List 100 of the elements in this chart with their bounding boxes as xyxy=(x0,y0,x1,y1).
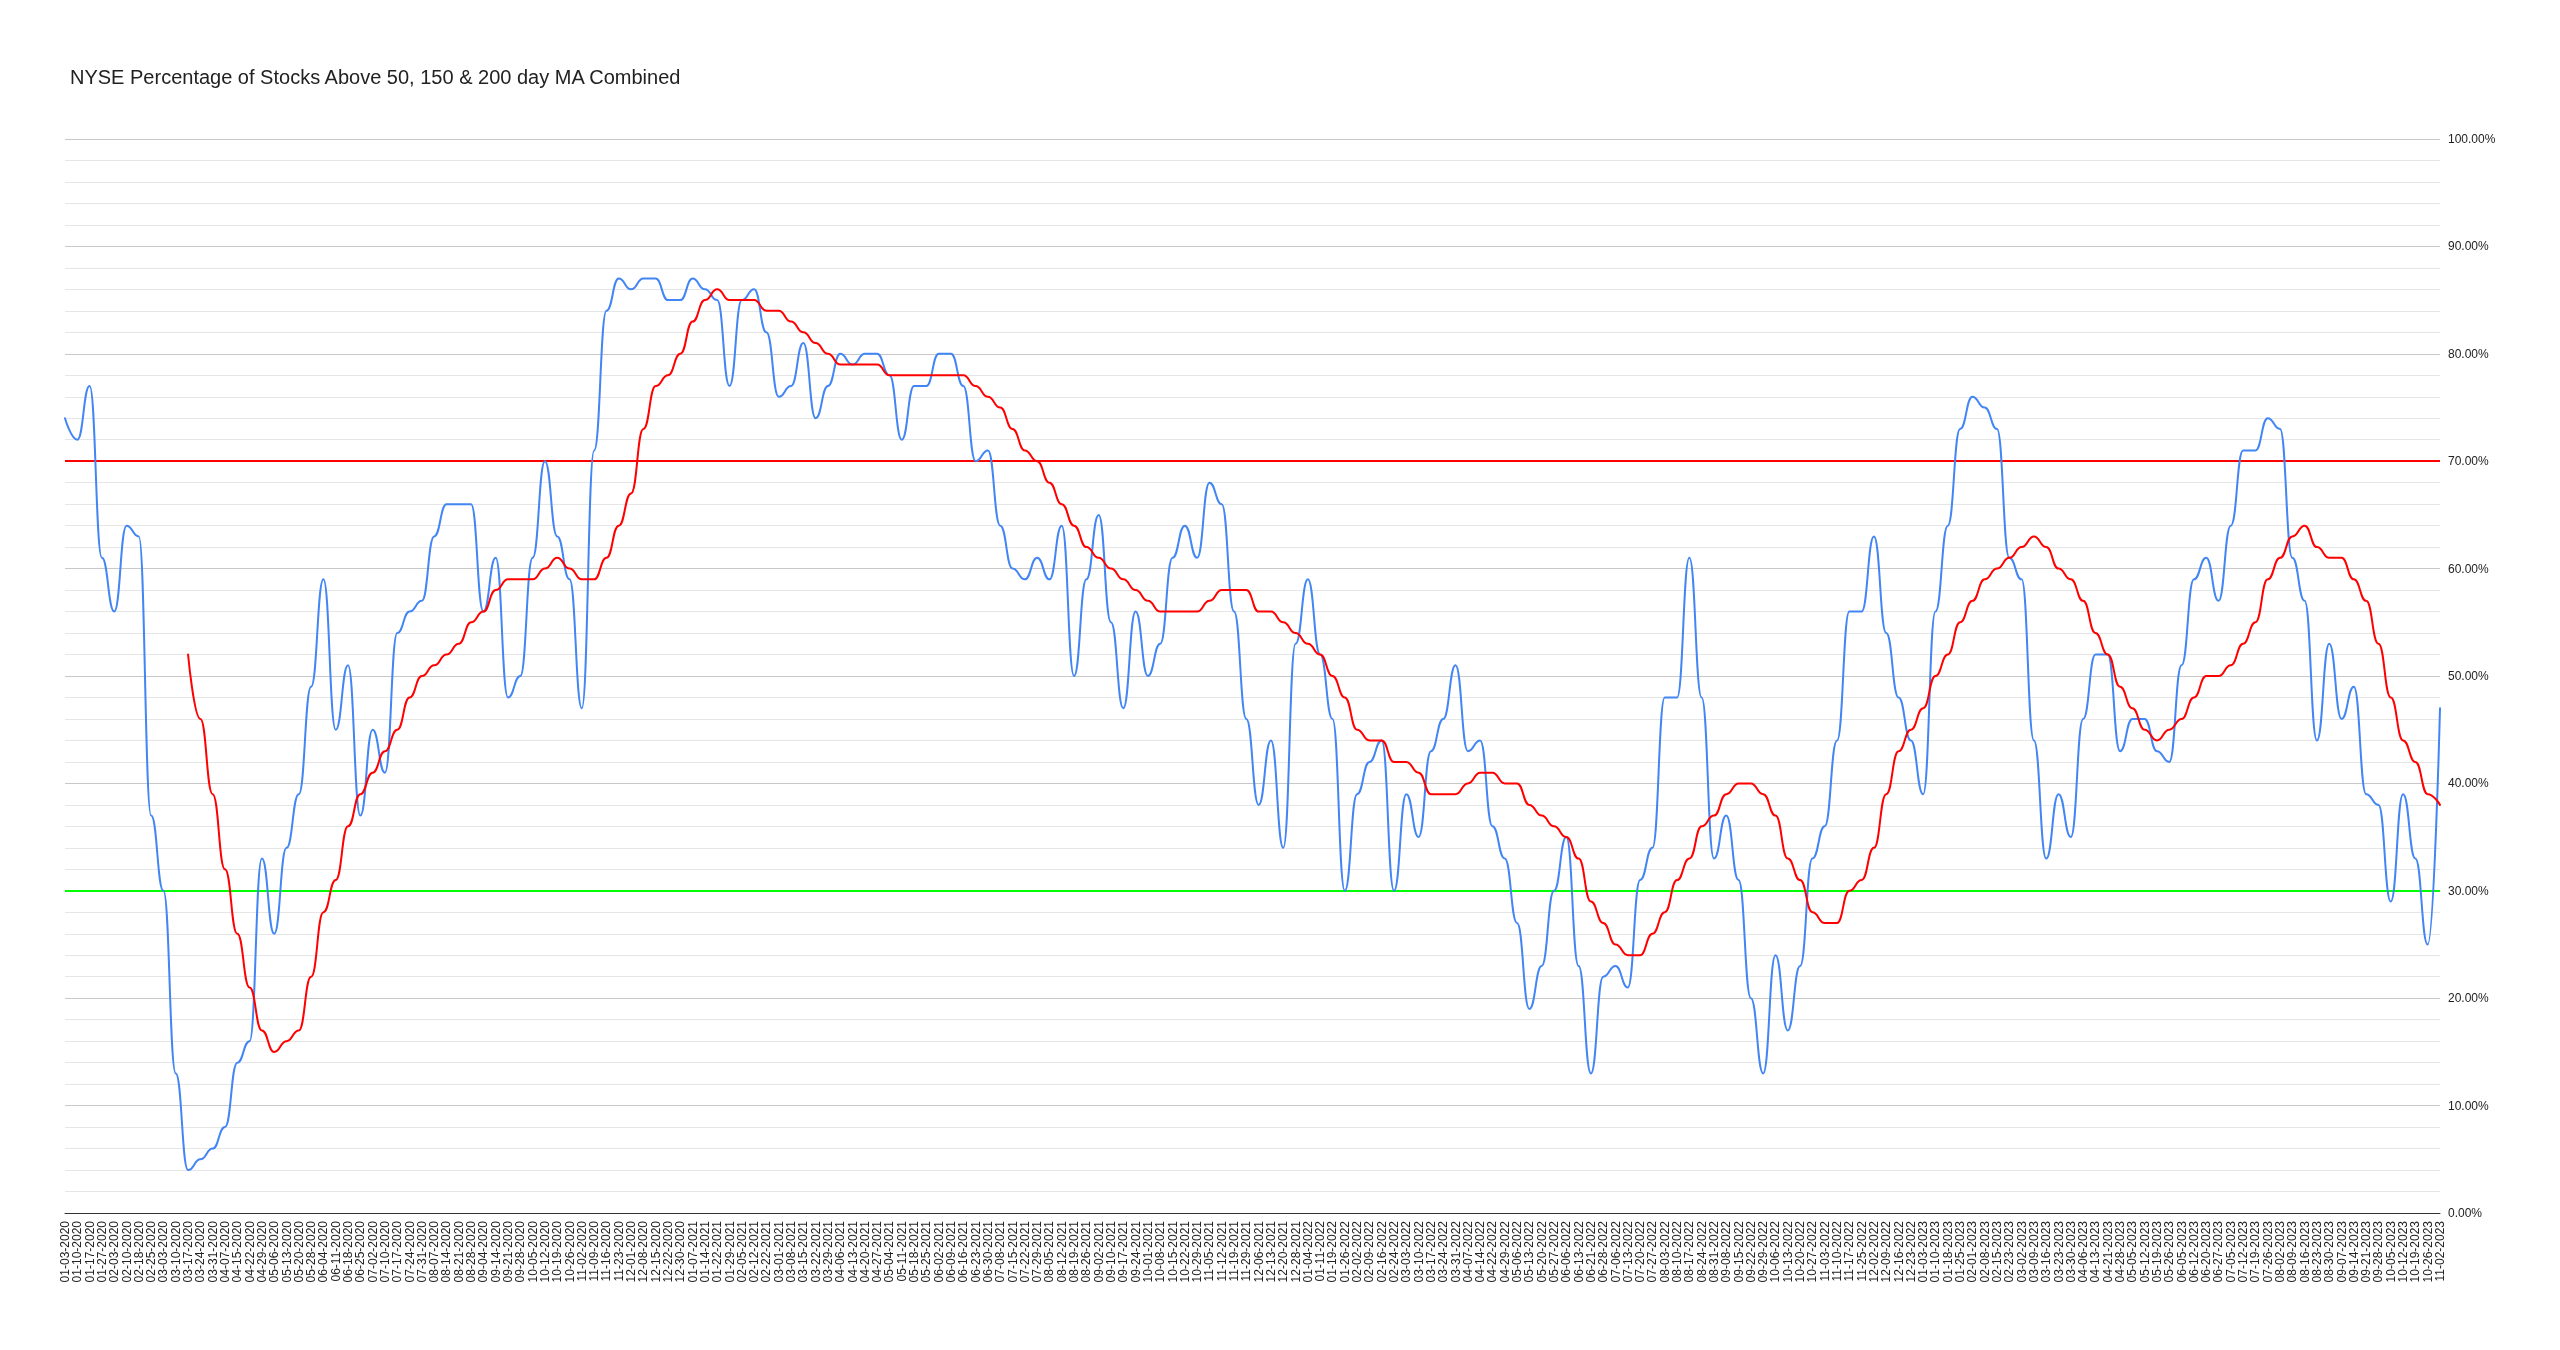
x-tick-label: 03-08-2021 xyxy=(784,1220,799,1283)
x-tick-label: 09-07-2023 xyxy=(2334,1220,2349,1283)
x-tick-label: 07-26-2023 xyxy=(2260,1220,2275,1283)
x-tick-label: 04-07-2020 xyxy=(217,1220,232,1283)
x-tick-label: 07-08-2021 xyxy=(993,1220,1008,1283)
x-tick-label: 03-24-2020 xyxy=(193,1220,208,1283)
x-tick-label: 01-10-2020 xyxy=(70,1220,85,1283)
x-tick-label: 12-06-2021 xyxy=(1251,1220,1266,1283)
x-tick-label: 02-05-2021 xyxy=(734,1220,749,1283)
x-tick-label: 10-13-2022 xyxy=(1780,1220,1795,1283)
x-tick-label: 11-09-2020 xyxy=(587,1220,602,1282)
x-tick-label: 09-10-2021 xyxy=(1103,1220,1118,1283)
x-tick-label: 04-22-2022 xyxy=(1485,1220,1500,1283)
x-tick-label: 03-09-2023 xyxy=(2026,1220,2041,1283)
x-tick-label: 05-25-2021 xyxy=(919,1220,934,1283)
x-tick-label: 10-15-2021 xyxy=(1165,1220,1180,1283)
x-tick-label: 02-10-2020 xyxy=(119,1220,134,1283)
x-tick-label: 08-28-2020 xyxy=(464,1220,479,1283)
x-tick-label: 03-10-2020 xyxy=(168,1220,183,1283)
x-tick-label: 07-20-2022 xyxy=(1633,1220,1648,1283)
x-tick-label: 12-08-2020 xyxy=(636,1220,651,1283)
x-tick-label: 02-15-2023 xyxy=(1989,1220,2004,1283)
x-tick-label: 12-20-2021 xyxy=(1276,1220,1291,1283)
x-tick-label: 08-24-2022 xyxy=(1694,1220,1709,1283)
x-tick-label: 09-21-2023 xyxy=(2359,1220,2374,1283)
x-tick-label: 11-19-2021 xyxy=(1227,1220,1242,1282)
x-tick-label: 07-22-2021 xyxy=(1017,1220,1032,1283)
x-tick-label: 11-03-2022 xyxy=(1817,1220,1832,1282)
x-tick-label: 06-13-2022 xyxy=(1571,1220,1586,1283)
x-tick-label: 09-28-2023 xyxy=(2371,1220,2386,1283)
x-tick-label: 03-17-2022 xyxy=(1423,1220,1438,1283)
x-tick-label: 03-31-2022 xyxy=(1448,1220,1463,1283)
x-tick-label: 05-06-2020 xyxy=(267,1220,282,1283)
x-tick-label: 05-18-2021 xyxy=(907,1220,922,1283)
y-tick-label: 20.00% xyxy=(2448,991,2490,1006)
x-tick-label: 08-26-2021 xyxy=(1079,1220,1094,1283)
x-tick-label: 08-17-2022 xyxy=(1682,1220,1697,1283)
x-tick-label: 07-24-2020 xyxy=(402,1220,417,1283)
x-tick-label: 07-06-2022 xyxy=(1608,1220,1623,1283)
x-tick-label: 12-13-2021 xyxy=(1263,1220,1278,1283)
x-tick-label: 05-06-2022 xyxy=(1510,1220,1525,1283)
x-tick-label: 03-30-2023 xyxy=(2063,1220,2078,1283)
y-tick-label: 10.00% xyxy=(2448,1098,2490,1113)
x-tick-label: 06-12-2023 xyxy=(2186,1220,2201,1283)
x-tick-label: 06-16-2021 xyxy=(956,1220,971,1283)
x-tick-label: 02-02-2022 xyxy=(1350,1220,1365,1283)
x-tick-label: 01-03-2020 xyxy=(58,1220,72,1283)
x-tick-label: 08-21-2020 xyxy=(451,1220,466,1283)
x-tick-label: 04-15-2020 xyxy=(230,1220,245,1283)
x-tick-label: 10-05-2023 xyxy=(2383,1220,2398,1283)
y-tick-label: 60.00% xyxy=(2448,561,2490,576)
x-tick-label: 08-09-2023 xyxy=(2285,1220,2300,1283)
y-tick-label: 90.00% xyxy=(2448,239,2490,254)
x-tick-label: 01-10-2023 xyxy=(1928,1220,1943,1283)
x-tick-label: 06-27-2023 xyxy=(2211,1220,2226,1283)
x-tick-label: 01-17-2020 xyxy=(82,1220,97,1283)
x-tick-label: 01-03-2023 xyxy=(1916,1220,1931,1283)
x-tick-label: 12-28-2021 xyxy=(1288,1220,1303,1283)
x-tick-label: 03-03-2020 xyxy=(156,1220,171,1283)
x-tick-label: 09-28-2020 xyxy=(513,1220,528,1283)
x-tick-label: 11-05-2021 xyxy=(1202,1220,1217,1282)
x-tick-label: 06-18-2020 xyxy=(341,1220,356,1283)
x-tick-label: 03-17-2020 xyxy=(181,1220,196,1283)
x-tick-label: 08-03-2022 xyxy=(1657,1220,1672,1283)
x-tick-label: 06-23-2021 xyxy=(968,1220,983,1283)
x-tick-label: 07-10-2020 xyxy=(377,1220,392,1283)
x-tick-label: 07-13-2022 xyxy=(1620,1220,1635,1283)
x-tick-label: 10-22-2021 xyxy=(1177,1220,1192,1283)
x-tick-label: 10-19-2023 xyxy=(2408,1220,2423,1283)
x-tick-label: 07-12-2023 xyxy=(2236,1220,2251,1283)
line-series xyxy=(64,277,2441,1172)
x-tick-label: 03-31-2020 xyxy=(205,1220,220,1283)
x-tick-label: 03-23-2023 xyxy=(2051,1220,2066,1283)
x-tick-label: 12-01-2020 xyxy=(624,1220,639,1283)
x-tick-label: 12-23-2022 xyxy=(1903,1220,1918,1283)
x-tick-label: 01-26-2022 xyxy=(1337,1220,1352,1283)
x-tick-label: 04-06-2021 xyxy=(833,1220,848,1283)
x-tick-label: 05-05-2023 xyxy=(2125,1220,2140,1283)
x-tick-label: 01-25-2023 xyxy=(1953,1220,1968,1283)
x-tick-label: 05-20-2022 xyxy=(1534,1220,1549,1283)
x-tick-label: 05-27-2022 xyxy=(1546,1220,1561,1283)
y-tick-label: 70.00% xyxy=(2448,454,2490,469)
x-tick-label: 06-06-2022 xyxy=(1559,1220,1574,1283)
x-tick-label: 04-06-2023 xyxy=(2076,1220,2091,1283)
x-tick-label: 10-27-2022 xyxy=(1805,1220,1820,1283)
x-tick-label: 07-15-2021 xyxy=(1005,1220,1020,1283)
chart-title: NYSE Percentage of Stocks Above 50, 150 & 200 day MA Combined xyxy=(70,66,681,88)
x-tick-label: 01-22-2021 xyxy=(710,1220,725,1283)
x-tick-label: 06-05-2023 xyxy=(2174,1220,2189,1283)
x-tick-label: 07-19-2023 xyxy=(2248,1220,2263,1283)
x-tick-label: 04-21-2023 xyxy=(2100,1220,2115,1283)
x-tick-label: 01-19-2022 xyxy=(1325,1220,1340,1283)
x-tick-label: 11-17-2022 xyxy=(1842,1220,1857,1282)
y-tick-label: 80.00% xyxy=(2448,346,2490,361)
x-tick-label: 04-28-2023 xyxy=(2113,1220,2128,1283)
x-tick-label: 05-13-2020 xyxy=(279,1220,294,1283)
x-tick-label: 02-08-2023 xyxy=(1977,1220,1992,1283)
x-tick-label: 02-16-2022 xyxy=(1374,1220,1389,1283)
x-tick-label: 03-22-2021 xyxy=(808,1220,823,1283)
x-tick-label: 08-31-2022 xyxy=(1706,1220,1721,1283)
